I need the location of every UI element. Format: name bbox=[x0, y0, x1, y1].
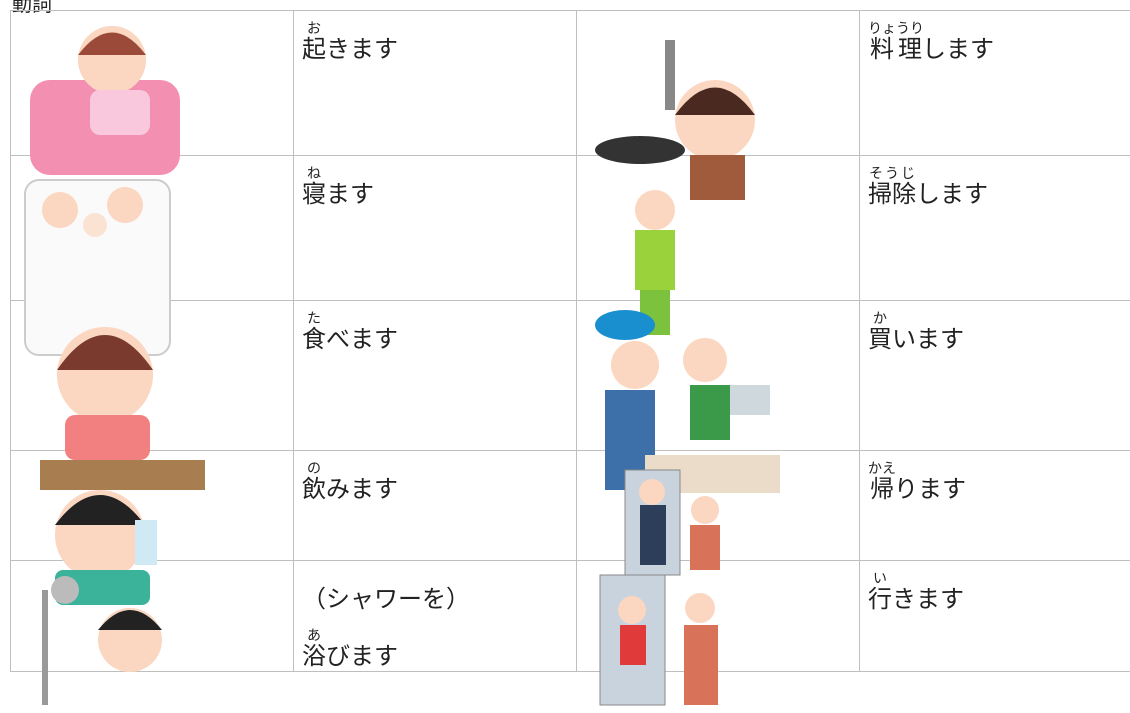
word-cell: 寝ねます bbox=[293, 155, 577, 301]
word-kanji: 起お bbox=[302, 21, 326, 63]
okurigana: きます bbox=[892, 585, 964, 613]
kanji: 行 bbox=[868, 585, 892, 613]
word-kanji: 浴あ bbox=[302, 628, 326, 670]
table-body: 起おきます 料理りょうりします 寝ねます 掃除そうじします 食たべます 買かいます 飲のみま… bbox=[10, 10, 1130, 672]
image-cell bbox=[10, 155, 294, 301]
word-prefix: （シャワーを） bbox=[302, 585, 470, 613]
word-kanji: 食た bbox=[302, 311, 326, 353]
kanji: 飲 bbox=[302, 475, 326, 503]
furigana: ね bbox=[302, 166, 326, 182]
word-kanji: 帰かえ bbox=[868, 461, 896, 503]
okurigana: います bbox=[892, 325, 964, 353]
image-cell bbox=[10, 10, 294, 156]
kanji: 買 bbox=[868, 325, 892, 353]
word-cell: 帰かえります bbox=[859, 450, 1130, 561]
okurigana: します bbox=[916, 180, 988, 208]
word-kanji: 料理りょうり bbox=[868, 21, 924, 63]
furigana: か bbox=[868, 311, 892, 327]
table-row: 飲のみます 帰かえります bbox=[10, 450, 1130, 561]
table-row: （シャワーを） 浴あびます 行いきます bbox=[10, 560, 1130, 672]
okurigana: ます bbox=[326, 180, 374, 208]
furigana: い bbox=[868, 571, 892, 587]
image-cell bbox=[576, 560, 860, 672]
image-cell bbox=[576, 155, 860, 301]
okurigana: べます bbox=[326, 325, 398, 353]
word-kanji: 寝ね bbox=[302, 166, 326, 208]
furigana: あ bbox=[302, 628, 326, 644]
table-row: 食たべます 買かいます bbox=[10, 300, 1130, 451]
kanji: 寝 bbox=[302, 180, 326, 208]
word-cell: 食たべます bbox=[293, 300, 577, 451]
okurigana: します bbox=[922, 35, 994, 63]
table-row: 寝ねます 掃除そうじします bbox=[10, 155, 1130, 301]
table-row: 起おきます 料理りょうりします bbox=[10, 10, 1130, 156]
furigana: かえ bbox=[868, 461, 896, 477]
furigana: りょうり bbox=[868, 21, 924, 37]
word-cell: 行いきます bbox=[859, 560, 1130, 672]
image-cell bbox=[10, 300, 294, 451]
kanji: 掃除 bbox=[868, 180, 916, 208]
kanji: 起 bbox=[302, 35, 326, 63]
image-cell bbox=[576, 300, 860, 451]
kanji: 帰 bbox=[868, 475, 896, 503]
furigana: そうじ bbox=[868, 166, 916, 182]
word-cell: 掃除そうじします bbox=[859, 155, 1130, 301]
word-cell: 料理りょうりします bbox=[859, 10, 1130, 156]
word-kanji: 買か bbox=[868, 311, 892, 353]
okurigana: ります bbox=[894, 475, 966, 503]
okurigana: みます bbox=[326, 475, 398, 503]
okurigana: びます bbox=[326, 642, 398, 670]
word-kanji: 飲の bbox=[302, 461, 326, 503]
image-cell bbox=[10, 560, 294, 672]
kanji: 料理 bbox=[868, 35, 924, 63]
word-kanji: 行い bbox=[868, 571, 892, 613]
word-kanji: 掃除そうじ bbox=[868, 166, 916, 208]
image-cell bbox=[10, 450, 294, 561]
word-cell: 飲のみます bbox=[293, 450, 577, 561]
vocab-table: 起おきます 料理りょうりします 寝ねます 掃除そうじします 食たべます 買かいます 飲のみま… bbox=[10, 10, 1130, 672]
word-cell: 買かいます bbox=[859, 300, 1130, 451]
image-cell bbox=[576, 450, 860, 561]
kanji: 食 bbox=[302, 325, 326, 353]
furigana: た bbox=[302, 311, 326, 327]
furigana: お bbox=[302, 21, 326, 37]
kanji: 浴 bbox=[302, 642, 326, 670]
image-cell bbox=[576, 10, 860, 156]
furigana: の bbox=[302, 461, 326, 477]
okurigana: きます bbox=[326, 35, 398, 63]
word-cell: （シャワーを） 浴あびます bbox=[293, 560, 577, 672]
word-cell: 起おきます bbox=[293, 10, 577, 156]
